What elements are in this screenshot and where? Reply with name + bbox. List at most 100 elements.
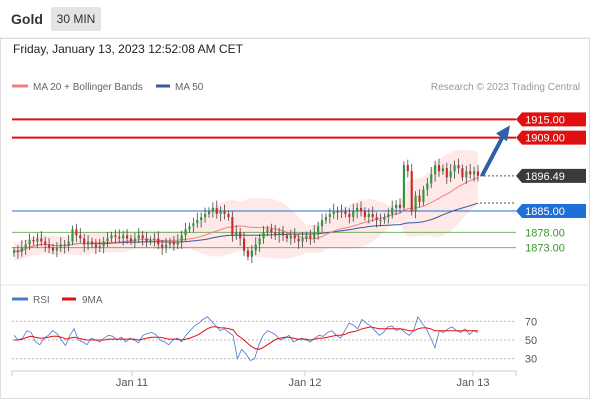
candle (266, 225, 269, 236)
candle (406, 159, 409, 178)
candle (239, 227, 242, 246)
candle (293, 228, 296, 243)
support-label: 1878.00 (525, 227, 565, 239)
candle (473, 166, 476, 182)
resistance-tag (516, 112, 586, 127)
resistance-label: 1909.00 (525, 133, 565, 145)
x-tick-label: Jan 11 (116, 377, 148, 389)
ma20-legend-label: MA 20 + Bollinger Bands (33, 82, 143, 93)
resistance-tag (516, 130, 586, 145)
candle (223, 204, 226, 220)
candle (44, 236, 47, 252)
candle (254, 237, 257, 256)
candle (207, 207, 211, 218)
candle (449, 163, 452, 182)
candle (461, 164, 464, 182)
candle (258, 233, 261, 252)
candle (203, 207, 207, 223)
candle (422, 185, 425, 206)
candle (387, 208, 390, 224)
candle (356, 203, 359, 219)
candle (367, 208, 370, 224)
candle (242, 232, 246, 257)
candle (110, 231, 113, 243)
candle (235, 224, 238, 240)
candle (55, 242, 58, 258)
candle (434, 160, 437, 182)
ma50-legend-label: MA 50 (175, 82, 204, 93)
candle (188, 222, 191, 233)
candle (172, 235, 175, 251)
candle (71, 225, 74, 246)
candle (363, 207, 366, 221)
candle (383, 213, 386, 224)
candle (219, 206, 222, 222)
candle (398, 198, 402, 214)
candle (114, 229, 117, 244)
candle (348, 208, 351, 224)
candle (289, 229, 292, 245)
candle (410, 163, 413, 216)
chart-header: Gold 30 MIN (0, 0, 590, 38)
candle (274, 224, 277, 240)
candle (20, 240, 23, 257)
candle (336, 206, 339, 220)
candle (75, 223, 78, 242)
candle (51, 243, 55, 255)
candle (332, 203, 335, 219)
candle (262, 225, 265, 244)
candle (305, 231, 308, 243)
candle (457, 158, 460, 174)
candle (320, 213, 324, 232)
candle (278, 227, 281, 243)
timeframe-button[interactable]: 30 MIN (51, 7, 101, 31)
candle (24, 239, 27, 255)
candle (301, 232, 304, 247)
candle (340, 204, 343, 218)
candle (12, 246, 16, 257)
candle (157, 231, 160, 250)
rsi-tick-label: 30 (525, 354, 537, 366)
candle (441, 164, 444, 175)
last-price-label: 1896.49 (525, 171, 565, 183)
candle (168, 237, 172, 249)
candle (215, 200, 218, 219)
candle (402, 161, 405, 212)
candle (90, 237, 94, 249)
rsi-tick-label: 50 (525, 335, 537, 347)
candle (184, 222, 187, 241)
candle (344, 207, 347, 218)
candle (153, 232, 156, 247)
bollinger-band (14, 149, 478, 261)
candle (324, 213, 328, 224)
candle (297, 233, 300, 249)
candle (36, 232, 39, 248)
forecast-arrow-head (496, 125, 510, 142)
candle (285, 231, 289, 243)
candle (227, 210, 230, 221)
candle (126, 228, 129, 244)
candle (59, 237, 62, 253)
last-price-tag (516, 168, 586, 183)
candle (118, 229, 121, 243)
candle (149, 236, 152, 246)
candle (87, 235, 90, 251)
candle (430, 166, 433, 189)
candle (196, 212, 199, 228)
candle (40, 231, 43, 247)
candle (317, 221, 320, 240)
candle (465, 165, 468, 184)
pivot-tag (516, 203, 586, 218)
candle (200, 212, 203, 228)
candle (211, 202, 214, 218)
candle (137, 228, 140, 243)
candle (453, 160, 456, 179)
candle (437, 158, 441, 177)
candle (83, 233, 86, 252)
support-label: 1873.00 (525, 243, 565, 255)
ma9-legend-label: 9MA (82, 295, 103, 306)
candle (250, 245, 253, 264)
asset-title: Gold (11, 11, 43, 27)
candle (371, 206, 374, 222)
x-tick-label: Jan 13 (456, 377, 489, 389)
